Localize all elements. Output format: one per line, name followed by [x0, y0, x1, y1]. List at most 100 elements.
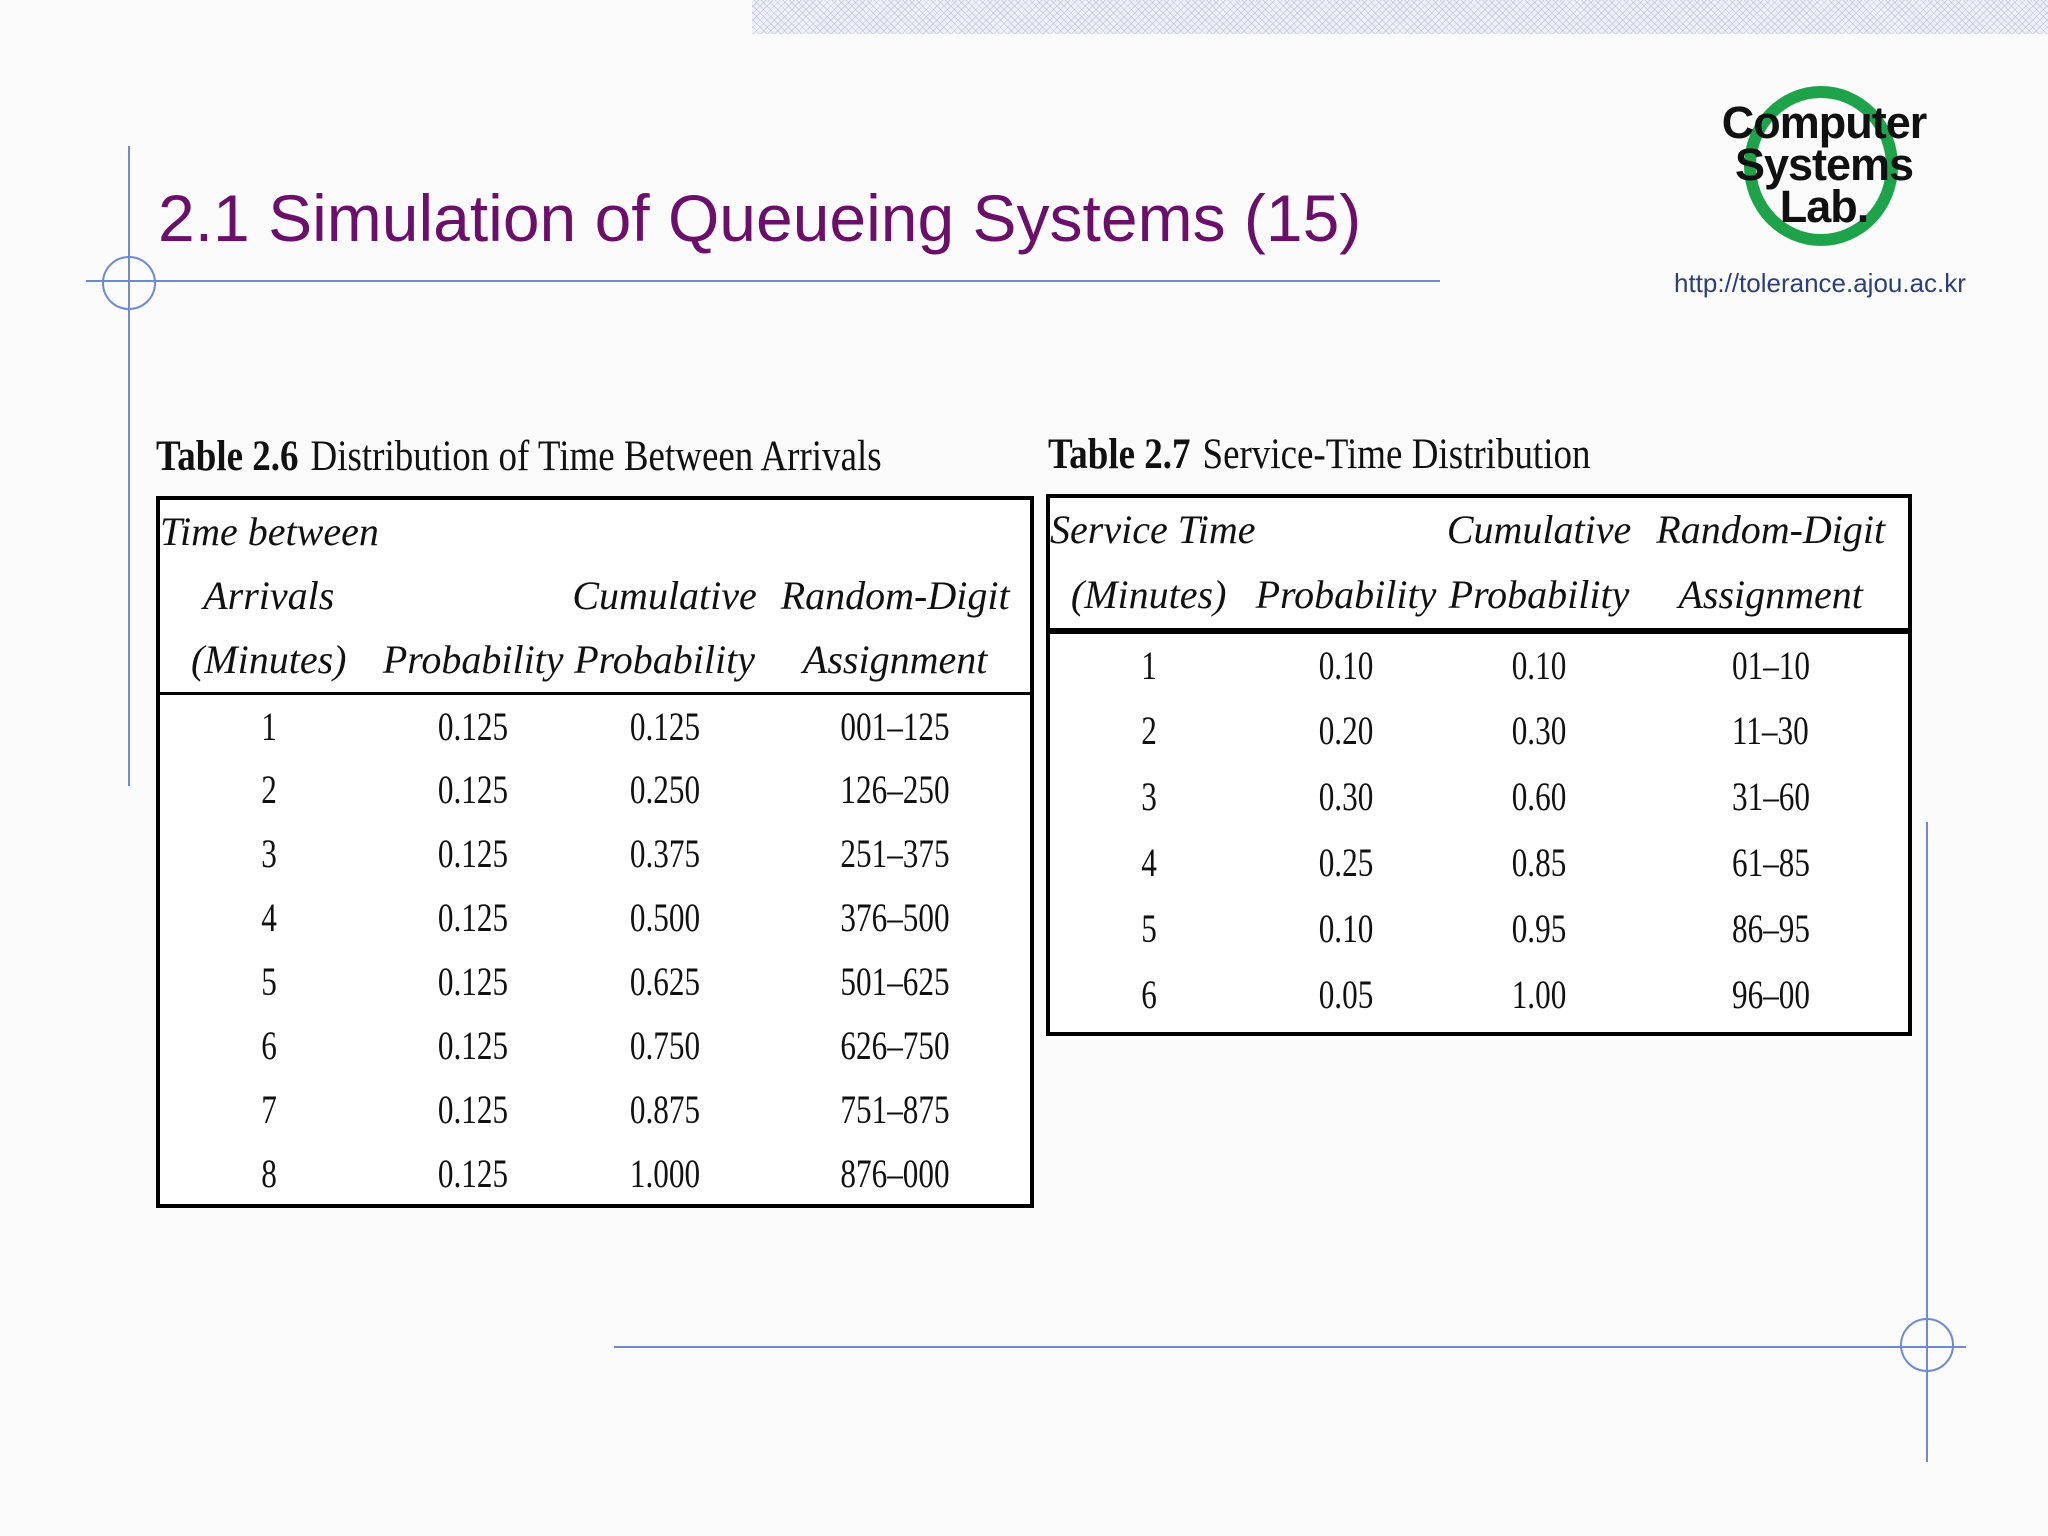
- cell-text: 1: [1140, 643, 1157, 688]
- cell-text: 0.25: [1318, 839, 1374, 885]
- table-cell: 0.750: [569, 1014, 760, 1078]
- table-row: 2 0.20 0.30 11–30: [1050, 697, 1908, 763]
- table-cell: 0.85: [1445, 829, 1634, 895]
- table-row: 4 0.125 0.500 376–500: [160, 886, 1030, 950]
- cell-text: 6: [1140, 971, 1157, 1017]
- logo-line-3: Lab.: [1779, 181, 1870, 232]
- cell-text: 0.10: [1318, 643, 1374, 688]
- cell-text: 0.10: [1318, 905, 1374, 951]
- cell-text: 61–85: [1731, 839, 1810, 885]
- column-header: (Minutes): [160, 628, 378, 695]
- table-cell: 0.125: [378, 758, 569, 822]
- cell-text: 0.125: [629, 703, 700, 749]
- table-cell: 01–10: [1633, 631, 1908, 697]
- table-2-6-caption: Table 2.6 Distribution of Time Between Ar…: [156, 432, 882, 481]
- table-cell: 0.125: [378, 1014, 569, 1078]
- cell-text: 4: [260, 895, 277, 940]
- table-cell: 96–00: [1633, 961, 1908, 1027]
- cell-text: 4: [1140, 839, 1157, 885]
- table-cell: 3: [1050, 763, 1247, 829]
- column-header: Probability: [1444, 562, 1634, 634]
- table-cell: 5: [160, 950, 378, 1014]
- cell-text: 376–500: [840, 895, 950, 940]
- cell-text: 1.000: [629, 1151, 700, 1196]
- cell-text: 0.20: [1318, 707, 1374, 753]
- column-header: Assignment: [1633, 562, 1908, 634]
- cell-text: 751–875: [840, 1087, 950, 1132]
- table-row: 5 0.125 0.625 501–625: [160, 950, 1030, 1014]
- table-cell: 2: [1050, 697, 1247, 763]
- cell-text: 251–375: [840, 831, 950, 876]
- logo-line-1: Computer: [1721, 97, 1928, 148]
- column-header: Random-Digit: [1656, 507, 1886, 552]
- cell-text: 0.60: [1511, 773, 1567, 819]
- left-crosshair-circle: [102, 256, 156, 310]
- cell-text: 11–30: [1732, 707, 1810, 753]
- cell-text: 5: [260, 959, 277, 1004]
- table-2-7-caption: Table 2.7 Service-Time Distribution: [1048, 430, 1590, 479]
- table-cell: 0.30: [1445, 697, 1634, 763]
- table-row: 6 0.125 0.750 626–750: [160, 1014, 1030, 1078]
- table-cell: 7: [160, 1078, 378, 1142]
- table-cell: 5: [1050, 895, 1247, 961]
- cell-text: 8: [260, 1151, 277, 1196]
- table-cell: 126–250: [760, 758, 1030, 822]
- cell-text: 2: [260, 767, 277, 812]
- logo-text: Computer Systems Lab.: [1700, 97, 1948, 232]
- table-row: 1 0.125 0.125 001–125: [160, 694, 1030, 758]
- table-2-7-title: Service-Time Distribution: [1202, 431, 1591, 478]
- table-cell: 0.375: [569, 822, 760, 886]
- table-row: 1 0.10 0.10 01–10: [1050, 631, 1908, 697]
- table-cell: 0.125: [378, 822, 569, 886]
- table-row: 8 0.125 1.000 876–000: [160, 1142, 1030, 1206]
- table-row: 5 0.10 0.95 86–95: [1050, 895, 1908, 961]
- table-2-7-label: Table 2.7: [1048, 431, 1191, 478]
- table-2-6-header-row: Time between: [160, 500, 1030, 564]
- table-cell: 1: [160, 694, 378, 758]
- table-cell: 251–375: [760, 822, 1030, 886]
- table-cell: 0.125: [569, 694, 760, 758]
- table-cell: 8: [160, 1142, 378, 1206]
- table-2-7-header-row: Service Time Cumulative Random-Digit: [1050, 498, 1908, 562]
- table-cell: 0.125: [378, 1142, 569, 1206]
- right-vertical-guide: [1926, 822, 1928, 1462]
- top-pattern-band: [752, 0, 2048, 34]
- table-row: 6 0.05 1.00 96–00: [1050, 961, 1908, 1027]
- table-cell: 0.20: [1247, 697, 1444, 763]
- table-cell: 0.125: [378, 886, 569, 950]
- slide-title: 2.1 Simulation of Queueing Systems (15): [158, 181, 1362, 255]
- table-cell: 0.10: [1247, 895, 1444, 961]
- table-cell: 0.95: [1445, 895, 1634, 961]
- column-header: [760, 500, 1030, 564]
- column-header: [1247, 498, 1444, 562]
- table-cell: 0.625: [569, 950, 760, 1014]
- cell-text: 1: [260, 703, 277, 749]
- table-cell: 0.10: [1445, 631, 1634, 697]
- table-cell: 1: [1050, 631, 1247, 697]
- column-header: [378, 500, 569, 564]
- column-header: Assignment: [760, 628, 1030, 695]
- table-row: 3 0.30 0.60 31–60: [1050, 763, 1908, 829]
- column-header: Probability: [377, 628, 569, 695]
- cell-text: 001–125: [840, 703, 950, 749]
- table-cell: 0.250: [569, 758, 760, 822]
- table-cell: 1.00: [1445, 961, 1634, 1027]
- table-cell: 6: [160, 1014, 378, 1078]
- cell-text: 3: [260, 831, 277, 876]
- right-crosshair-circle: [1900, 1318, 1954, 1372]
- table-2-6-header-row: (Minutes) Probability Probability Assign…: [160, 628, 1030, 695]
- cell-text: 0.30: [1318, 773, 1374, 819]
- column-header: [569, 500, 760, 564]
- column-header: Cumulative: [1446, 507, 1632, 552]
- cell-text: 5: [1140, 905, 1157, 951]
- cell-text: 876–000: [840, 1151, 950, 1196]
- table-2-6-grid: Time between Arrivals Cumulative Random-…: [160, 500, 1030, 1206]
- left-vertical-guide: [128, 146, 130, 786]
- table-2-6-title: Distribution of Time Between Arrivals: [310, 433, 882, 480]
- cell-text: 0.30: [1511, 707, 1567, 753]
- column-header: Arrivals: [203, 573, 335, 618]
- table-cell: 11–30: [1633, 697, 1908, 763]
- cell-text: 86–95: [1731, 905, 1810, 951]
- column-header: Probability: [1247, 562, 1445, 634]
